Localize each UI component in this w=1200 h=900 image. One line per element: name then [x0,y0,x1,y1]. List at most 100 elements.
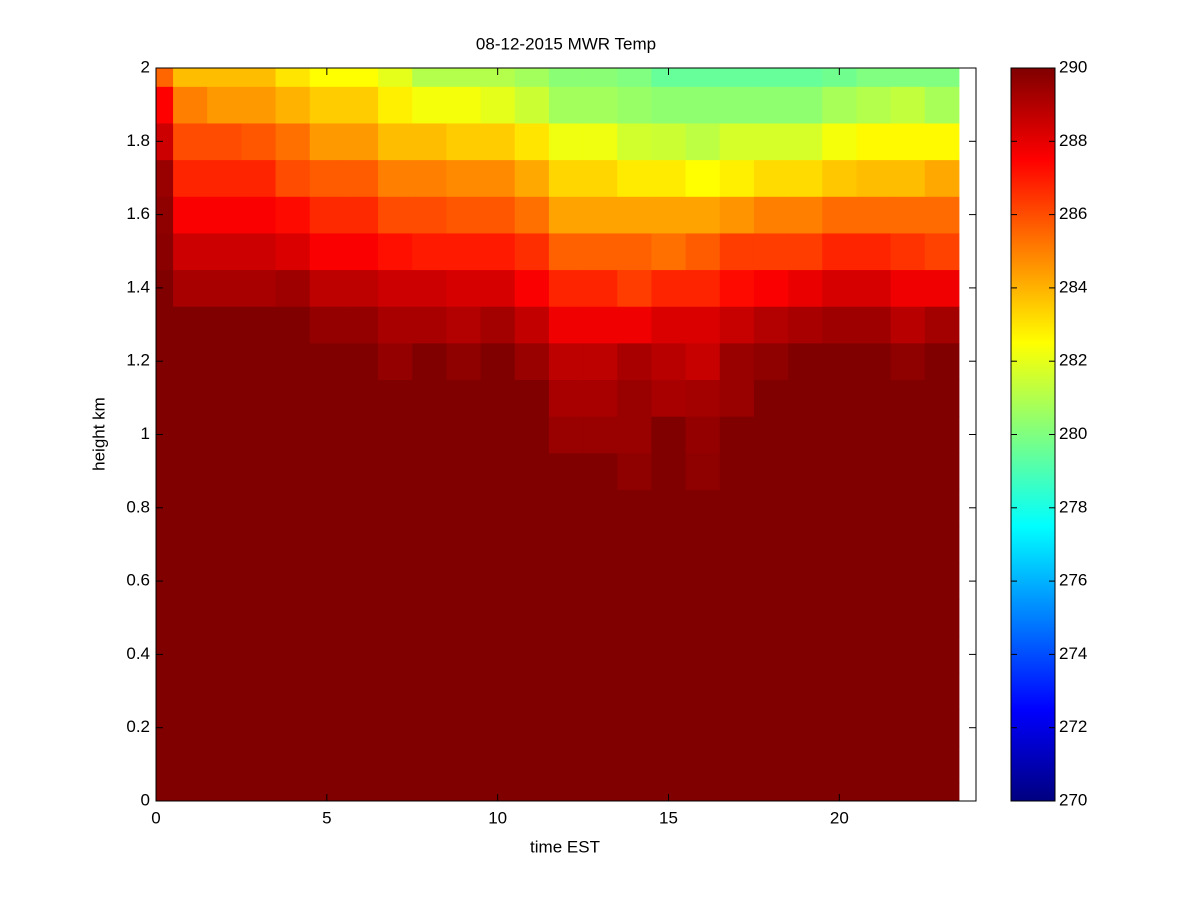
cell [173,122,208,161]
cell [617,196,652,234]
cell [480,269,516,307]
cell [173,342,208,381]
cell [617,68,652,87]
cell [583,68,618,87]
cell [309,122,345,161]
cell [343,196,379,234]
cell [822,452,857,490]
cell [378,196,413,234]
cell [685,196,721,234]
cell [446,746,482,784]
cell [890,122,926,161]
cell [719,122,755,161]
cell [788,636,823,674]
cell [548,68,584,87]
cell [583,599,618,637]
cell [890,599,926,637]
cell [378,342,413,381]
cell [583,672,618,710]
cell [753,709,789,747]
cell [548,599,584,637]
cell [343,709,379,747]
cell [343,526,379,564]
cell [617,232,652,271]
cell [343,746,379,784]
cell [275,526,311,564]
cell [583,86,618,124]
cell [241,489,277,527]
cell [548,269,584,307]
cell [788,452,823,490]
cell [856,196,892,234]
cell [480,416,516,454]
colorbar-tick-label: 282 [1059,351,1087,370]
cell [685,782,721,801]
cell [156,526,174,564]
cell [446,68,482,87]
colorbar [1010,67,1056,802]
colorbar-tick-label: 278 [1059,497,1087,516]
cell [275,196,311,234]
cell [207,379,242,417]
cell [583,782,618,801]
cell [173,636,208,674]
cell [480,196,516,234]
cell [241,342,277,381]
cell [856,452,892,490]
cell [173,746,208,784]
cell [343,342,379,381]
cell [275,379,311,417]
y-tick-label: 2 [141,57,150,76]
cell [753,636,789,674]
cell [822,196,857,234]
cell [412,379,447,417]
cell [753,379,789,417]
cell [583,526,618,564]
cell [856,342,892,381]
cell [651,306,687,344]
y-tick-label: 0.2 [126,717,150,736]
cell [651,342,687,381]
cell [856,636,892,674]
cell [856,379,892,417]
cell [924,86,960,124]
cell [156,159,174,197]
cell [207,709,242,747]
cell [207,782,242,801]
cell [548,636,584,674]
cell [583,269,618,307]
cell [275,306,311,344]
cell [156,342,174,381]
cell [241,416,277,454]
cell [753,782,789,801]
cell [412,709,447,747]
cell [156,379,174,417]
cell [788,269,823,307]
cell [275,709,311,747]
cell [788,232,823,271]
cell [156,452,174,490]
cell [924,489,960,527]
cell [856,269,892,307]
cell [719,379,755,417]
cell [685,232,721,271]
y-tick-label: 0 [141,790,150,809]
x-tick-label: 5 [322,808,331,827]
cell [788,782,823,801]
cell [719,86,755,124]
cell [719,672,755,710]
cell [275,489,311,527]
cell [651,159,687,197]
cell [822,489,857,527]
cell [548,122,584,161]
cell [378,599,413,637]
cell [685,636,721,674]
cell [207,86,242,124]
cell [651,672,687,710]
y-tick-label: 0.4 [126,644,150,663]
cell [856,709,892,747]
cell [719,159,755,197]
x-tick-label: 20 [830,808,849,827]
cell [685,709,721,747]
cell [617,416,652,454]
